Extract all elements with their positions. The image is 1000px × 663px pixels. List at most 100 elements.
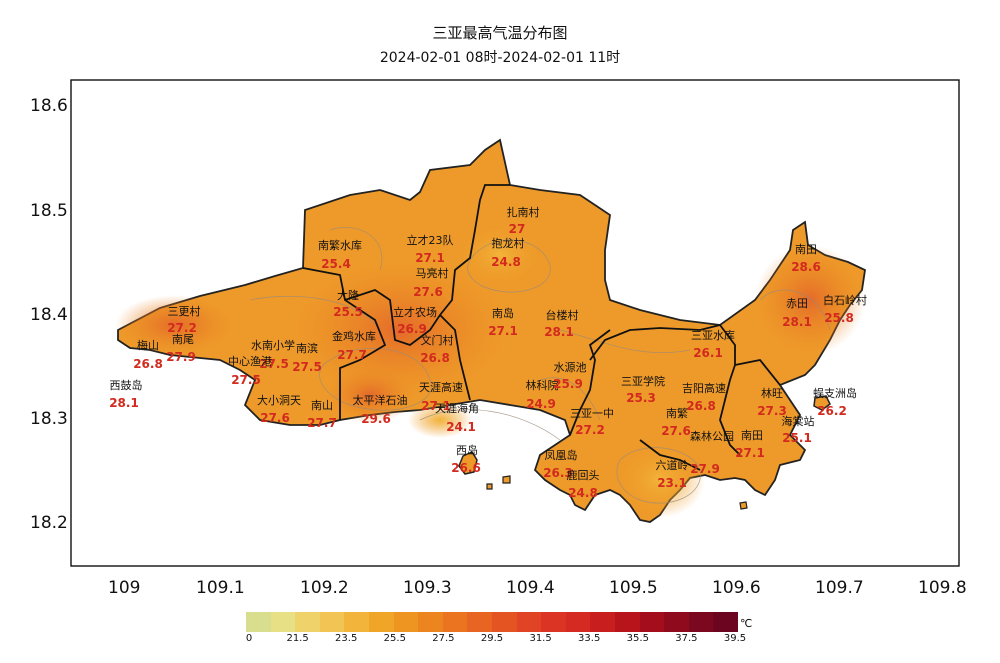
- legend-swatch: [246, 612, 271, 632]
- station-name: 中心渔港: [228, 355, 272, 368]
- station-name: 三更村: [167, 305, 201, 318]
- station-name: 大隆: [337, 289, 359, 302]
- station-value: 26.3: [543, 466, 573, 480]
- color-legend-bar: [246, 612, 738, 632]
- x-tick-label: 109.5: [609, 578, 658, 598]
- station-value: 27.1: [415, 251, 445, 265]
- station-name: 金鸡水库: [332, 330, 376, 343]
- station-value: 27.5: [259, 357, 289, 371]
- y-tick-label: 18.3: [30, 409, 68, 429]
- station-value: 26.1: [693, 346, 723, 360]
- station-value: 27.9: [166, 350, 196, 364]
- station-name: 南繁水库: [318, 239, 362, 252]
- station-name: 立才23队: [406, 234, 454, 247]
- station-value: 27.1: [421, 399, 451, 413]
- legend-swatch: [270, 612, 296, 632]
- station-name: 赤田: [786, 297, 808, 310]
- map-subtitle: 2024-02-01 08时-2024-02-01 11时: [379, 50, 621, 66]
- x-tick-label: 109.8: [918, 578, 967, 598]
- station-name: 蜈支洲岛: [813, 387, 857, 400]
- station-value: 26.8: [133, 357, 163, 371]
- district-boundaries: [302, 184, 781, 471]
- legend-swatch: [442, 612, 468, 632]
- station-name: 南岛: [492, 307, 514, 320]
- legend-unit: ℃: [740, 617, 753, 630]
- legend-swatch: [713, 612, 738, 632]
- station-name: 林旺: [761, 387, 783, 400]
- station-value: 27.9: [690, 462, 720, 476]
- station-value: 24.8: [568, 486, 598, 500]
- legend-tick-label: 35.5: [626, 633, 649, 644]
- x-tick-label: 109.3: [403, 578, 452, 598]
- legend-tick-label: 23.5: [335, 633, 358, 644]
- y-tick-label: 18.5: [30, 201, 68, 221]
- legend-swatch: [418, 612, 443, 632]
- station-name: 梅山: [137, 339, 159, 352]
- station-value: 28.1: [109, 396, 139, 410]
- land-area: [115, 138, 866, 523]
- legend-swatch: [541, 612, 566, 632]
- station-value: 23.1: [657, 476, 687, 490]
- station-value: 26.2: [817, 404, 847, 418]
- legend-swatch: [319, 612, 345, 632]
- station-value: 27.3: [757, 404, 787, 418]
- station-value: 26.9: [397, 322, 427, 336]
- station-name: 马亮村: [415, 267, 449, 280]
- legend-swatch: [688, 612, 714, 632]
- station-value: 25.3: [626, 391, 656, 405]
- station-value: 25.9: [553, 377, 583, 391]
- plot-frame: [70, 79, 960, 567]
- station-value: 27.1: [735, 446, 765, 460]
- station-value: 26.8: [686, 399, 716, 413]
- station-name: 天涯高速: [419, 381, 463, 394]
- x-tick-label: 109.4: [506, 578, 555, 598]
- station-value: 29.6: [361, 412, 391, 426]
- legend-swatch: [614, 612, 640, 632]
- map-title: 三亚最高气温分布图: [432, 24, 568, 42]
- legend-swatch: [565, 612, 591, 632]
- station-value: 24.1: [446, 420, 476, 434]
- wuzhizhou-island: [813, 395, 831, 411]
- station-name: 南田: [741, 429, 763, 442]
- station-name: 南尾: [172, 333, 194, 346]
- legend-swatch: [590, 612, 615, 632]
- station-name: 天涯海角: [435, 402, 479, 415]
- station-name: 六道岭: [655, 459, 689, 472]
- legend-swatch: [393, 612, 419, 632]
- station-name: 水南小学: [251, 339, 295, 352]
- legend-swatch: [295, 612, 320, 632]
- station-name: 三亚水库: [691, 329, 735, 342]
- legend-swatch: [467, 612, 492, 632]
- station-value: 28.6: [791, 260, 821, 274]
- station-value: 27.5: [231, 373, 261, 387]
- station-name: 立才农场: [393, 306, 437, 319]
- station-value: 24.8: [491, 255, 521, 269]
- station-name: 南山: [311, 399, 333, 412]
- station-name: 西岛: [456, 444, 478, 457]
- station-name: 南繁: [666, 407, 688, 420]
- station-name: 林科院: [525, 379, 559, 392]
- legend-tick-label: 27.5: [432, 633, 455, 644]
- x-tick-label: 109: [108, 578, 141, 598]
- station-value: 27: [508, 222, 526, 236]
- station-value: 28.1: [544, 325, 574, 339]
- legend-tick-label: 39.5: [723, 633, 747, 644]
- station-name: 白石岭村: [823, 294, 867, 307]
- station-name: 南田: [795, 243, 817, 256]
- station-name: 水源池: [553, 361, 587, 374]
- station-name: 大小洞天: [257, 394, 301, 407]
- station-name: 南滨: [296, 342, 318, 355]
- station-value: 25.5: [333, 305, 363, 319]
- station-name: 太平洋石油: [352, 394, 408, 407]
- station-value: 27.5: [292, 360, 322, 374]
- station-value: 26.8: [420, 351, 450, 365]
- legend-tick-label: 33.5: [578, 633, 601, 644]
- station-value: 27.2: [575, 423, 605, 437]
- legend-tick-label: 21.5: [286, 633, 309, 644]
- station-value: 27.7: [307, 416, 337, 430]
- x-tick-label: 109.1: [196, 578, 245, 598]
- station-name: 扎南村: [506, 206, 540, 219]
- x-tick-label: 109.7: [815, 578, 864, 598]
- xidao-island: [458, 451, 478, 475]
